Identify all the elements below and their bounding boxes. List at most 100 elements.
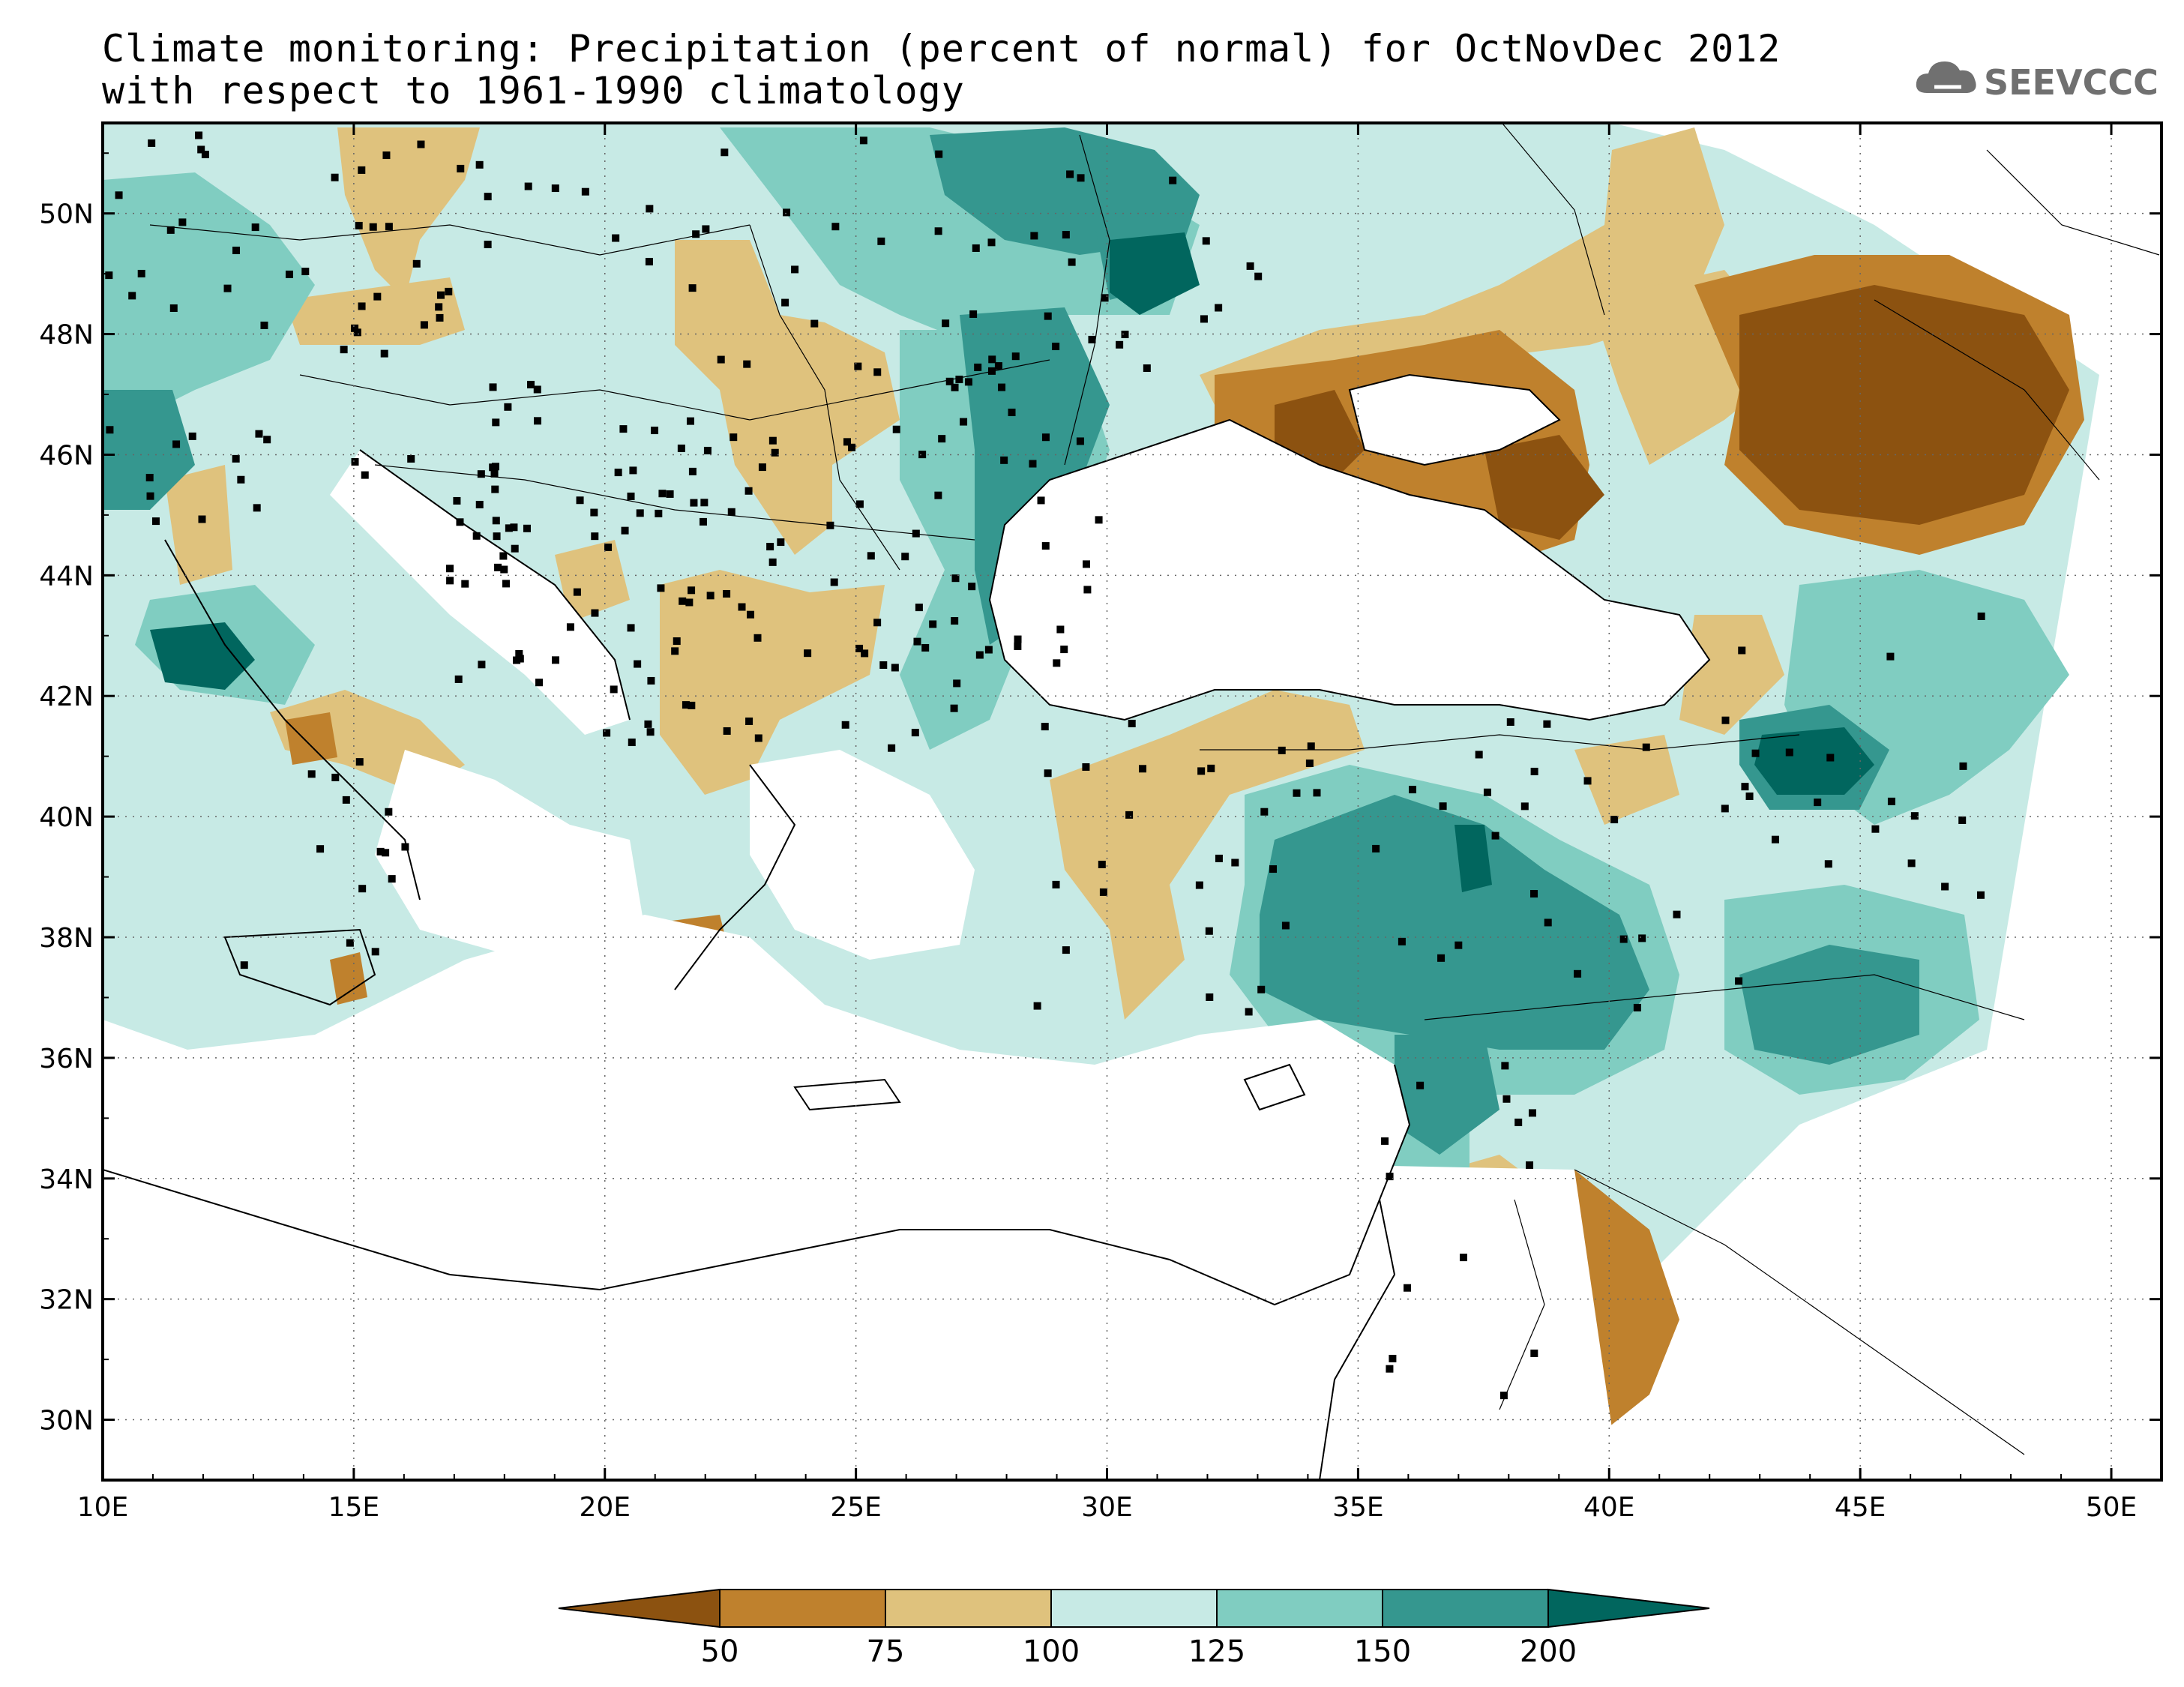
station-marker (510, 523, 518, 532)
station-marker (1738, 646, 1746, 655)
field-below-50-volga (1739, 285, 2069, 525)
station-marker (307, 770, 316, 778)
station-marker (499, 552, 508, 560)
station-marker (1037, 496, 1045, 505)
station-marker (145, 474, 154, 482)
station-marker (950, 704, 958, 712)
station-marker (1910, 812, 1919, 820)
station-marker (489, 463, 497, 472)
station-marker (492, 517, 500, 525)
station-marker (1207, 764, 1215, 772)
station-marker (1197, 767, 1206, 775)
station-marker (475, 160, 484, 169)
field-150-200-poland (930, 127, 1200, 255)
station-marker (998, 383, 1006, 391)
station-marker (105, 271, 113, 280)
station-marker (232, 246, 241, 254)
north-africa-no-data (103, 1140, 1619, 1480)
field-150-200-syria (1395, 1035, 1499, 1155)
station-marker (1260, 808, 1269, 816)
station-marker (777, 538, 785, 547)
station-marker (1941, 882, 1949, 891)
station-marker (417, 140, 425, 148)
station-marker (974, 363, 982, 371)
station-marker (1033, 1002, 1041, 1010)
station-marker (380, 349, 388, 358)
station-marker (621, 526, 629, 535)
station-marker (436, 313, 444, 322)
station-marker (1014, 642, 1022, 650)
station-marker (987, 238, 996, 247)
field-150-200-central-anatolia (1260, 795, 1649, 1050)
field-above-200-armenia (1754, 727, 1874, 795)
latitude-axis: 30N 32N 34N 36N 38N 40N 42N 44N 46N 48N 50N (39, 152, 2162, 1481)
station-marker (351, 324, 359, 332)
station-marker (472, 532, 481, 540)
station-marker (1206, 993, 1214, 1002)
station-marker (912, 529, 920, 538)
station-marker (826, 521, 834, 529)
station-marker (551, 184, 559, 193)
field-75-100-bosnia (555, 540, 630, 622)
station-marker (972, 244, 980, 252)
station-marker (688, 586, 696, 595)
lon-tick-label: 20E (579, 1492, 631, 1523)
station-marker (934, 227, 942, 235)
station-marker (1254, 272, 1263, 280)
lon-tick-label: 45E (1835, 1492, 1886, 1523)
colorbar-high-arrow (1547, 1588, 1710, 1629)
station-marker (1771, 835, 1779, 844)
station-marker (1030, 232, 1038, 240)
lon-tick-label: 25E (830, 1492, 882, 1523)
longitude-axis: 10E 15E 20E 25E 30E 35E 40E 45E 50E (77, 123, 2162, 1523)
station-marker (331, 173, 339, 181)
station-marker (1000, 456, 1008, 464)
station-marker (240, 961, 248, 969)
station-marker (1499, 1392, 1508, 1400)
station-marker (984, 646, 993, 654)
station-marker (1386, 1365, 1394, 1373)
station-marker (223, 284, 232, 292)
station-marker (938, 435, 946, 443)
station-markers (105, 131, 1985, 1400)
station-marker (1544, 918, 1552, 927)
station-marker (953, 679, 961, 688)
station-marker (747, 610, 755, 619)
station-marker (758, 463, 766, 472)
aegean-sea (750, 750, 975, 960)
station-marker (260, 321, 268, 329)
station-marker (1386, 1173, 1394, 1181)
station-marker (590, 508, 598, 517)
station-marker (646, 205, 654, 213)
station-marker (1169, 176, 1177, 184)
station-marker (523, 524, 531, 532)
station-marker (1416, 1081, 1425, 1089)
station-marker (1139, 765, 1147, 773)
station-marker (1826, 754, 1835, 762)
station-marker (1735, 977, 1743, 985)
station-marker (634, 660, 642, 668)
station-marker (743, 360, 751, 368)
lat-tick-label: 40N (39, 802, 94, 833)
station-marker (921, 643, 930, 652)
station-marker (1099, 888, 1107, 896)
colorbar-swatch (1216, 1589, 1383, 1628)
station-marker (1307, 742, 1315, 751)
station-marker (1886, 652, 1895, 661)
station-marker (685, 598, 694, 607)
station-marker (1101, 294, 1109, 302)
station-marker (935, 150, 943, 158)
station-marker (166, 226, 175, 234)
station-marker (988, 355, 996, 364)
station-marker (1205, 927, 1213, 935)
station-marker (1741, 783, 1749, 791)
station-marker (1491, 832, 1499, 840)
station-marker (1530, 767, 1538, 775)
station-marker (706, 592, 715, 600)
station-marker (1976, 891, 1985, 899)
station-marker (658, 490, 667, 498)
station-marker (1052, 880, 1060, 888)
station-marker (913, 637, 921, 646)
station-marker (253, 504, 261, 512)
station-marker (873, 368, 882, 376)
